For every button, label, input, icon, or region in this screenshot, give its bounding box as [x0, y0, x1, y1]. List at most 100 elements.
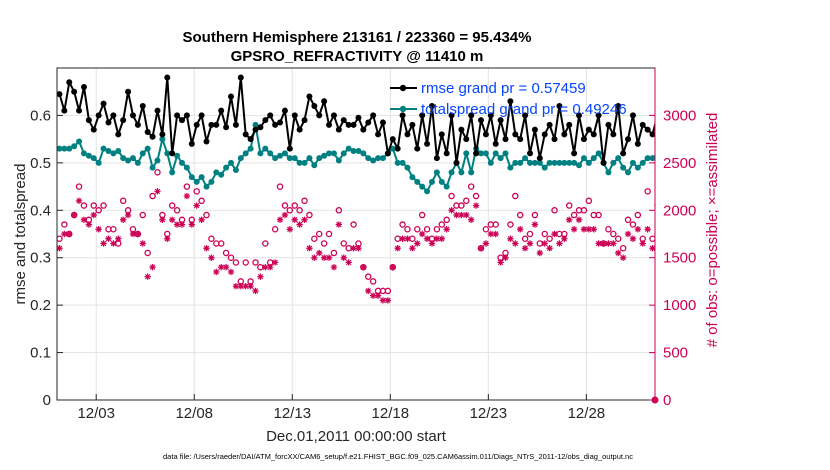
rmse-point — [708, 103, 714, 109]
assimilated-obs-point — [629, 235, 637, 242]
totalspread-point — [752, 165, 758, 171]
rmse-point — [811, 112, 817, 118]
rmse-point — [507, 98, 514, 105]
assimilated-obs-point — [428, 240, 436, 247]
assimilated-obs-point — [183, 192, 191, 200]
possible-obs-point — [807, 217, 812, 222]
totalspread-point — [414, 178, 421, 185]
assimilated-obs-point — [271, 259, 279, 266]
totalspread-point — [797, 160, 803, 166]
legend: rmse grand pr = 0.57459 totalspread gran… — [390, 80, 627, 118]
rmse-point — [71, 88, 78, 95]
totalspread-point — [183, 164, 190, 171]
assimilated-obs-point — [615, 249, 622, 257]
totalspread-point — [625, 169, 632, 176]
totalspread-point — [610, 159, 617, 166]
possible-obs-point — [168, 202, 176, 209]
rmse-point — [66, 79, 73, 86]
assimilated-obs-point — [728, 236, 734, 242]
possible-obs-point — [291, 202, 298, 209]
assimilated-obs-point — [384, 297, 392, 304]
y-left-tick-label: 0 — [43, 392, 51, 409]
possible-obs-point — [512, 192, 519, 200]
x-tick-label: 12/08 — [175, 405, 213, 422]
totalspread-point — [527, 159, 534, 166]
assimilated-obs-point — [281, 211, 289, 219]
rmse-point — [301, 117, 308, 124]
possible-obs-point — [467, 183, 475, 190]
x-axis-ticks: 12/03 12/08 12/13 12/18 12/23 12/28 — [77, 394, 605, 422]
possible-obs-point — [723, 241, 728, 246]
rmse-point — [556, 102, 563, 109]
chart-subtitle: GPSRO_REFRACTIVITY @ 11410 m — [231, 48, 484, 65]
rmse-point — [384, 150, 391, 157]
possible-obs-point — [565, 202, 573, 209]
rmse-point — [139, 102, 146, 109]
possible-obs-point — [119, 197, 127, 205]
rmse-point — [787, 141, 793, 147]
rmse-point — [634, 140, 641, 147]
rmse-point — [267, 112, 274, 119]
totalspread-point — [782, 165, 788, 171]
assimilated-obs-point — [124, 211, 132, 219]
rmse-point — [541, 131, 548, 138]
assimilated-obs-point — [325, 254, 333, 261]
totalspread-point — [522, 155, 529, 162]
rmse-point — [252, 126, 259, 133]
y-left-tick-label: 0.6 — [30, 107, 51, 124]
possible-obs-point — [222, 249, 230, 257]
assimilated-obs-point — [787, 236, 793, 242]
possible-obs-point — [448, 192, 455, 200]
totalspread-point — [826, 184, 830, 190]
rmse-point — [296, 126, 303, 133]
rmse-point — [394, 145, 401, 152]
possible-obs-point — [634, 211, 642, 219]
totalspread-point — [85, 152, 92, 159]
totalspread-point — [428, 178, 435, 185]
totalspread-point — [806, 169, 812, 175]
totalspread-point — [193, 178, 200, 185]
assimilated-obs-point — [806, 236, 812, 242]
totalspread-point — [379, 155, 386, 162]
rmse-point — [375, 131, 382, 138]
assimilated-obs-point — [345, 259, 352, 266]
totalspread-point — [468, 169, 475, 176]
totalspread-point — [507, 164, 514, 171]
rmse-point — [232, 121, 239, 128]
rmse-point — [517, 136, 524, 143]
possible-obs-point — [526, 230, 534, 238]
possible-obs-point — [826, 241, 830, 246]
rmse-point — [659, 146, 665, 152]
totalspread-point — [169, 169, 176, 176]
assimilated-obs-point — [203, 245, 210, 252]
rmse-point — [76, 107, 83, 114]
rmse-point — [527, 150, 534, 157]
totalspread-point — [433, 169, 440, 176]
rmse-point — [169, 150, 176, 157]
possible-obs-point — [492, 221, 499, 228]
rmse-point — [453, 159, 460, 166]
zero-count-marker — [651, 396, 659, 404]
assimilated-obs-point — [448, 207, 455, 214]
rmse-point — [625, 136, 632, 143]
assimilated-obs-point — [639, 240, 646, 247]
assimilated-obs-point — [335, 221, 343, 228]
totalspread-point — [723, 155, 729, 161]
possible-obs-point — [772, 217, 777, 222]
totalspread-point — [316, 155, 323, 162]
assimilated-obs-point — [164, 235, 171, 242]
assimilated-obs-point — [149, 264, 156, 271]
totalspread-point — [355, 148, 362, 154]
totalspread-point — [208, 178, 215, 185]
rmse-point — [748, 136, 754, 142]
rmse-point — [487, 112, 494, 119]
totalspread-point — [492, 150, 499, 157]
possible-obs-point — [154, 169, 161, 176]
assimilated-obs-point — [105, 235, 112, 242]
assimilated-obs-point — [262, 264, 269, 271]
totalspread-point — [762, 160, 768, 166]
totalspread-point — [477, 150, 484, 157]
y-right-tick-label: 1500 — [663, 250, 696, 267]
legend-rmse-label: rmse grand pr = 0.57459 — [421, 80, 586, 97]
